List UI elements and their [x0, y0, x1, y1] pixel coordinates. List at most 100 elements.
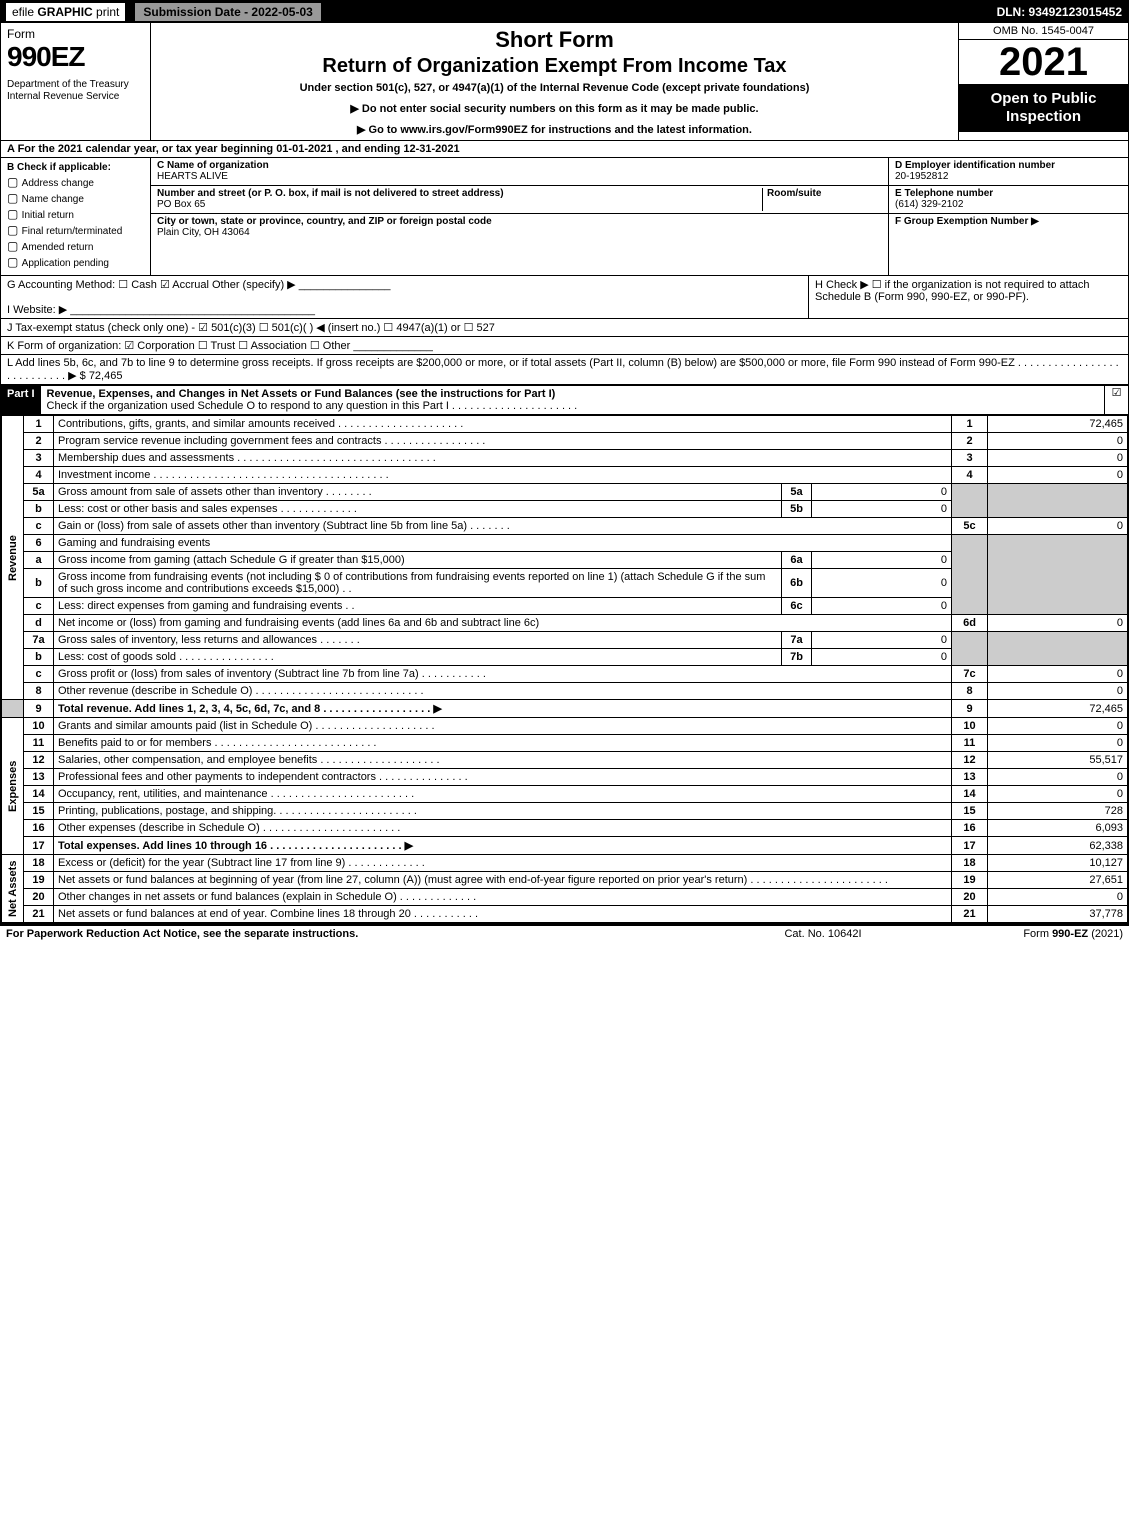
- open-to-public: Open to Public Inspection: [959, 84, 1128, 132]
- chk-final-return[interactable]: Final return/terminated: [7, 223, 144, 237]
- r7b-sc: 7b: [782, 649, 812, 666]
- r6b-desc: Gross income from fundraising events (no…: [54, 569, 782, 598]
- part1-header: Part I Revenue, Expenses, and Changes in…: [1, 385, 1128, 415]
- r8-code: 8: [952, 683, 988, 700]
- netassets-vert-label: Net Assets: [2, 855, 24, 923]
- r20-code: 20: [952, 889, 988, 906]
- dept-treasury: Department of the Treasury Internal Reve…: [7, 79, 144, 103]
- r11-code: 11: [952, 735, 988, 752]
- chk-amended-return[interactable]: Amended return: [7, 239, 144, 253]
- row-18: Net Assets 18 Excess or (deficit) for th…: [2, 855, 1128, 872]
- row-8: 8 Other revenue (describe in Schedule O)…: [2, 683, 1128, 700]
- part1-label: Part I: [1, 386, 41, 414]
- e-value: (614) 329-2102: [895, 199, 963, 210]
- footer-right-form: 990-EZ: [1052, 928, 1088, 940]
- r6d-code: 6d: [952, 615, 988, 632]
- r12-desc: Salaries, other compensation, and employ…: [54, 752, 952, 769]
- r5c-code: 5c: [952, 518, 988, 535]
- chk-application-pending[interactable]: Application pending: [7, 255, 144, 269]
- r18-num: 18: [24, 855, 54, 872]
- r5b-num: b: [24, 501, 54, 518]
- goto-note: ▶ Go to www.irs.gov/Form990EZ for instru…: [157, 123, 952, 136]
- r1-num: 1: [24, 416, 54, 433]
- r15-desc: Printing, publications, postage, and shi…: [54, 803, 952, 820]
- section-e: E Telephone number (614) 329-2102: [889, 186, 1128, 214]
- r18-code: 18: [952, 855, 988, 872]
- form-number: 990EZ: [7, 41, 144, 73]
- r19-desc: Net assets or fund balances at beginning…: [54, 872, 952, 889]
- header-center: Short Form Return of Organization Exempt…: [151, 23, 958, 140]
- r19-code: 19: [952, 872, 988, 889]
- r16-code: 16: [952, 820, 988, 837]
- r10-amount: 0: [988, 718, 1128, 735]
- header-right: OMB No. 1545-0047 2021 Open to Public In…: [958, 23, 1128, 140]
- r8-num: 8: [24, 683, 54, 700]
- r6a-sc: 6a: [782, 552, 812, 569]
- chk-name-change[interactable]: Name change: [7, 191, 144, 205]
- city-label: City or town, state or province, country…: [157, 216, 492, 227]
- r8-desc: Other revenue (describe in Schedule O) .…: [54, 683, 952, 700]
- part1-check[interactable]: ☑: [1104, 386, 1128, 414]
- r7a-num: 7a: [24, 632, 54, 649]
- r2-amount: 0: [988, 433, 1128, 450]
- r7ab-grey1: [952, 632, 988, 666]
- r4-code: 4: [952, 467, 988, 484]
- r15-num: 15: [24, 803, 54, 820]
- chk-initial-return[interactable]: Initial return: [7, 207, 144, 221]
- r10-code: 10: [952, 718, 988, 735]
- city-value: Plain City, OH 43064: [157, 227, 250, 238]
- r7a-sv: 0: [812, 632, 952, 649]
- r15-code: 15: [952, 803, 988, 820]
- r4-num: 4: [24, 467, 54, 484]
- r7b-desc: Less: cost of goods sold . . . . . . . .…: [54, 649, 782, 666]
- financial-table: Revenue 1 Contributions, gifts, grants, …: [1, 415, 1128, 923]
- r6a-desc: Gross income from gaming (attach Schedul…: [54, 552, 782, 569]
- r7a-desc: Gross sales of inventory, less returns a…: [54, 632, 782, 649]
- r7ab-grey2: [988, 632, 1128, 666]
- r6-desc: Gaming and fundraising events: [54, 535, 952, 552]
- row-9: 9 Total revenue. Add lines 1, 2, 3, 4, 5…: [2, 700, 1128, 718]
- r9-num: 9: [24, 700, 54, 718]
- row-6: 6 Gaming and fundraising events: [2, 535, 1128, 552]
- r9-desc-text: Total revenue. Add lines 1, 2, 3, 4, 5c,…: [58, 703, 442, 715]
- row-16: 16 Other expenses (describe in Schedule …: [2, 820, 1128, 837]
- d-label: D Employer identification number: [895, 160, 1055, 171]
- row-2: 2 Program service revenue including gove…: [2, 433, 1128, 450]
- footer-left: For Paperwork Reduction Act Notice, see …: [6, 928, 723, 940]
- footer-mid: Cat. No. 10642I: [723, 928, 923, 940]
- r5a-sv: 0: [812, 484, 952, 501]
- row-7c: c Gross profit or (loss) from sales of i…: [2, 666, 1128, 683]
- chk-address-change[interactable]: Address change: [7, 175, 144, 189]
- r6d-amount: 0: [988, 615, 1128, 632]
- form-word: Form: [7, 27, 144, 41]
- r7b-num: b: [24, 649, 54, 666]
- revenue-vert-label: Revenue: [2, 416, 24, 700]
- row-20: 20 Other changes in net assets or fund b…: [2, 889, 1128, 906]
- row-5c: c Gain or (loss) from sale of assets oth…: [2, 518, 1128, 535]
- dln-number: DLN: 93492123015452: [997, 5, 1128, 19]
- r7a-sc: 7a: [782, 632, 812, 649]
- line-a-text: A For the 2021 calendar year, or tax yea…: [7, 143, 460, 155]
- r4-desc: Investment income . . . . . . . . . . . …: [54, 467, 952, 484]
- r5c-desc: Gain or (loss) from sale of assets other…: [54, 518, 952, 535]
- r2-desc: Program service revenue including govern…: [54, 433, 952, 450]
- r3-amount: 0: [988, 450, 1128, 467]
- org-name-label: C Name of organization: [157, 160, 269, 171]
- footer-right-prefix: Form: [1023, 928, 1052, 940]
- info-block: B Check if applicable: Address change Na…: [1, 158, 1128, 276]
- r9-code: 9: [952, 700, 988, 718]
- r16-amount: 6,093: [988, 820, 1128, 837]
- row-3: 3 Membership dues and assessments . . . …: [2, 450, 1128, 467]
- r6b-num: b: [24, 569, 54, 598]
- street-value: PO Box 65: [157, 199, 205, 210]
- r5a-desc: Gross amount from sale of assets other t…: [54, 484, 782, 501]
- r5a-sc: 5a: [782, 484, 812, 501]
- r11-num: 11: [24, 735, 54, 752]
- r6-grey1: [952, 535, 988, 615]
- line-h: H Check ▶ ☐ if the organization is not r…: [808, 276, 1128, 318]
- r6c-sv: 0: [812, 598, 952, 615]
- r6-num: 6: [24, 535, 54, 552]
- r6d-desc: Net income or (loss) from gaming and fun…: [54, 615, 952, 632]
- r20-desc: Other changes in net assets or fund bala…: [54, 889, 952, 906]
- row-15: 15 Printing, publications, postage, and …: [2, 803, 1128, 820]
